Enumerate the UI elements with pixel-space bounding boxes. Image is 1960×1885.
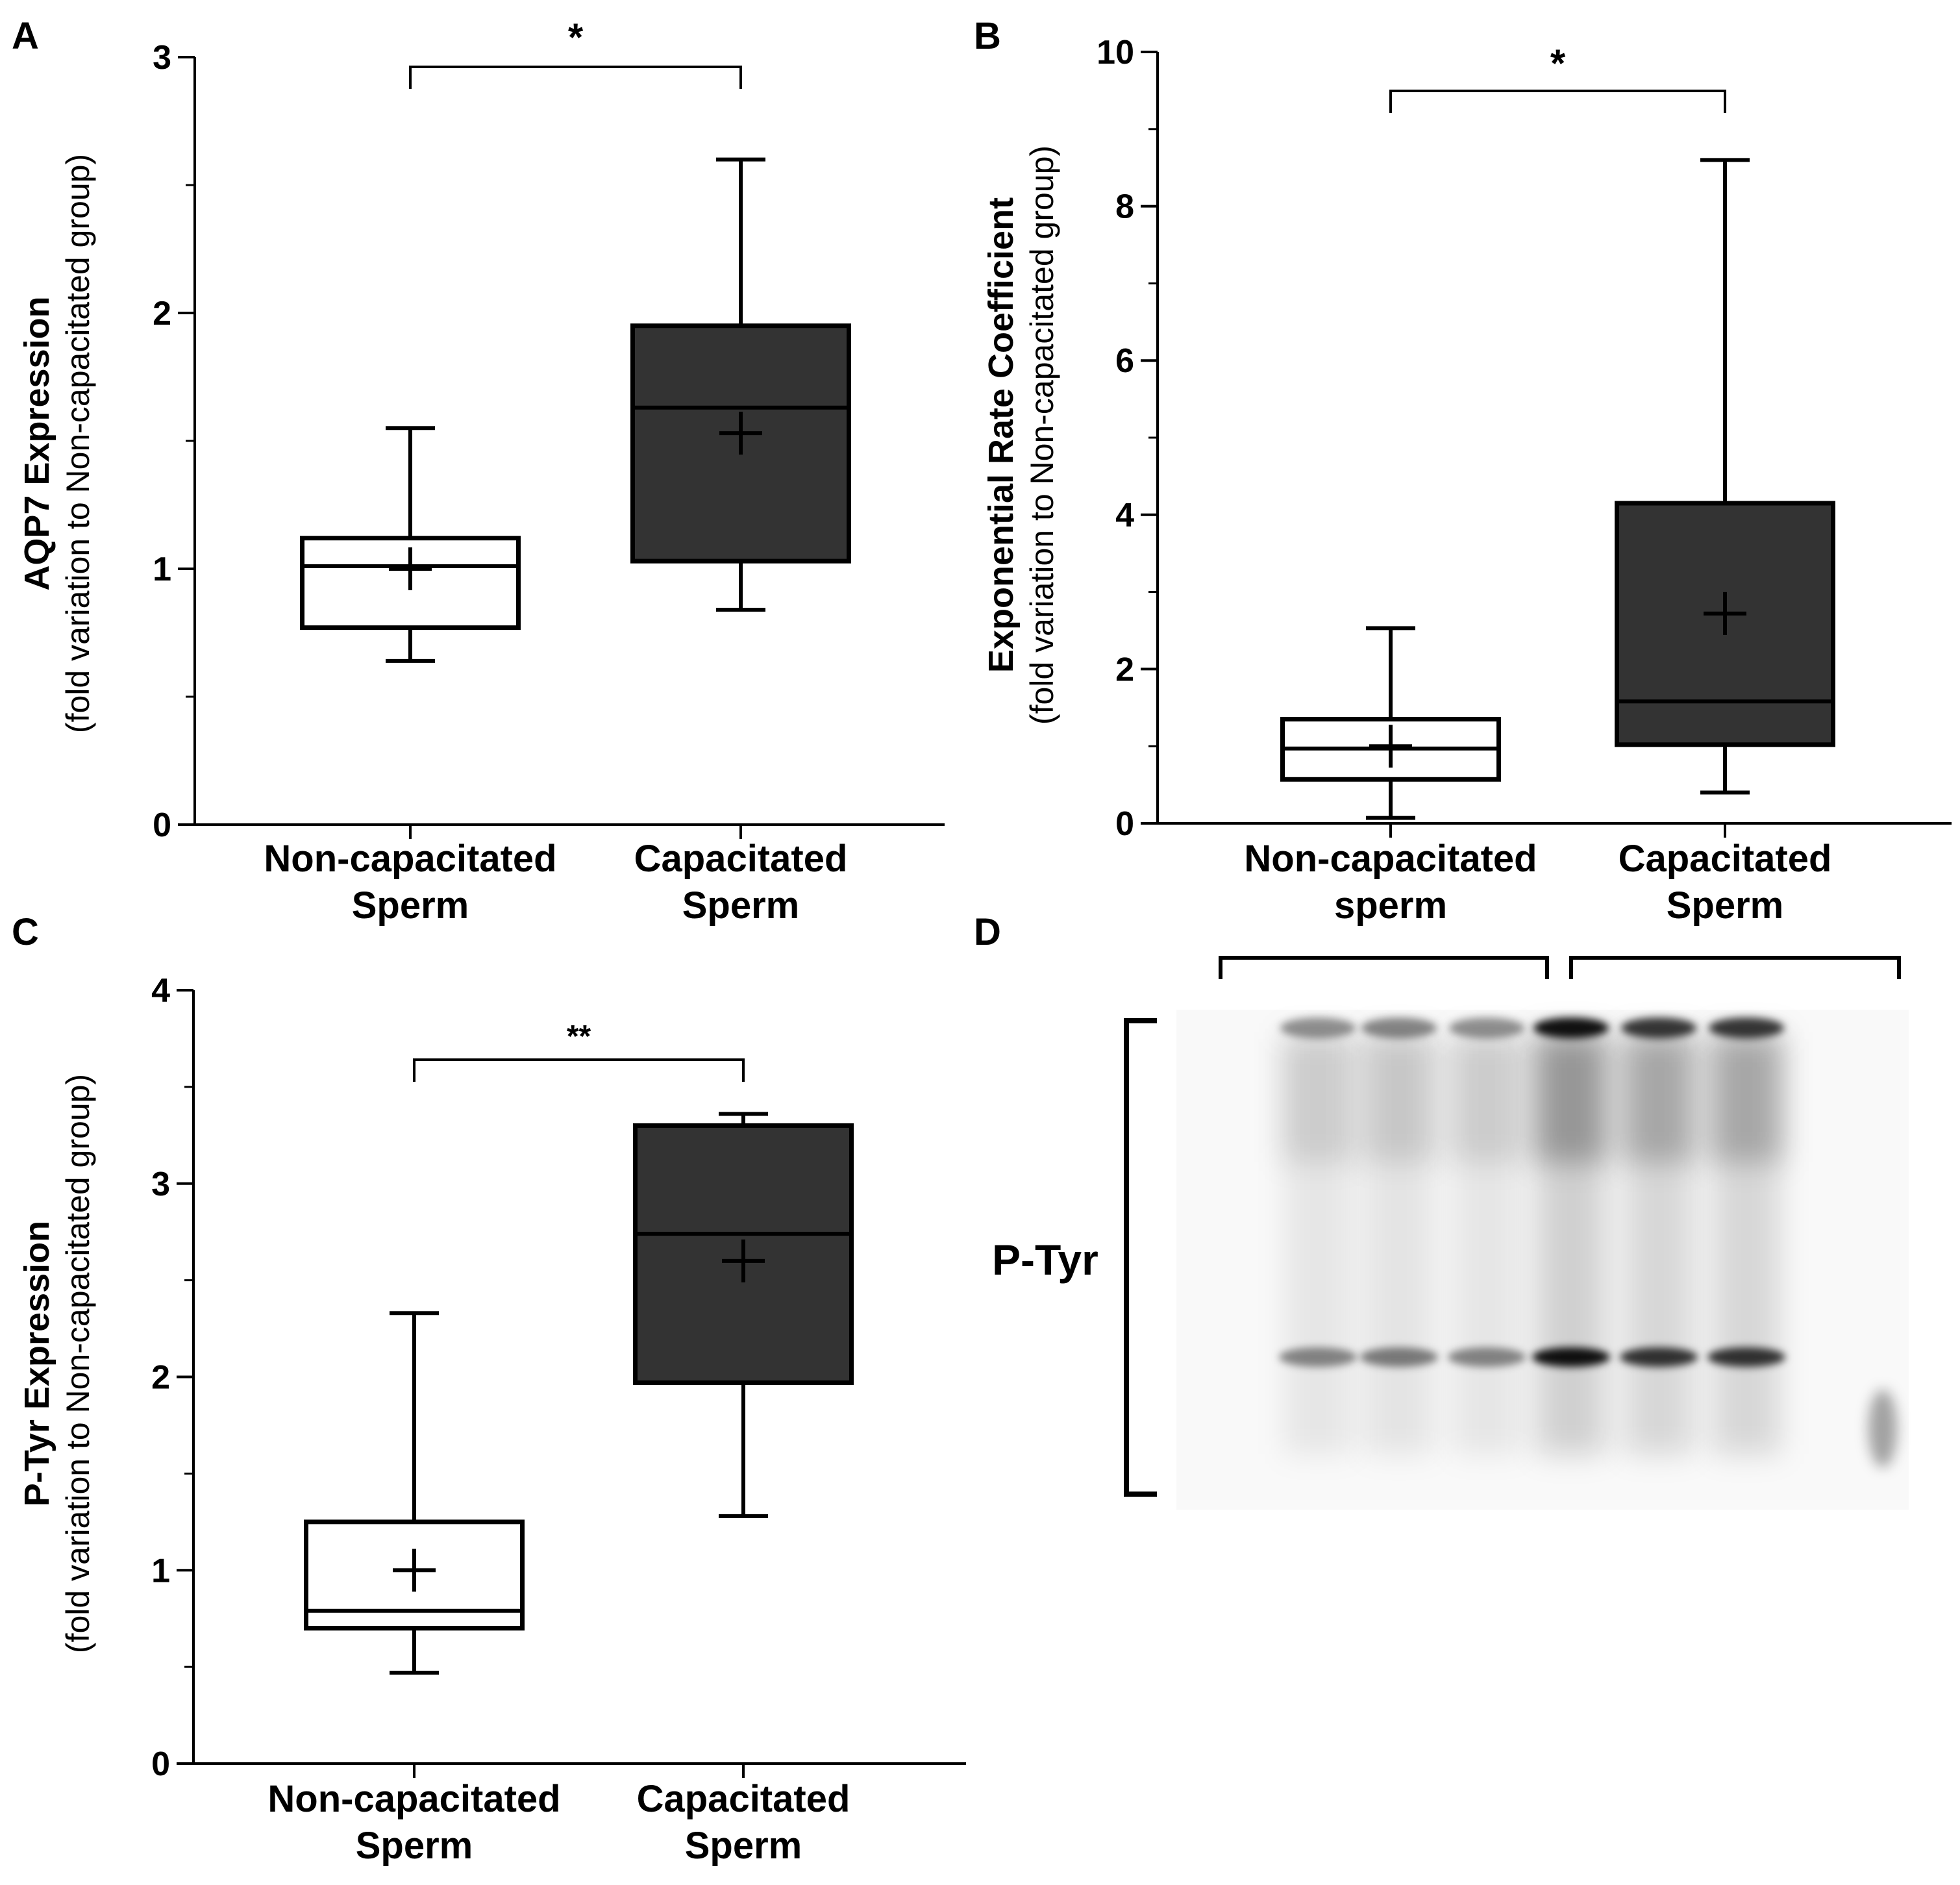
chart-b-ylabel-sub: (fold variation to Non-capacitated group… — [1024, 145, 1060, 725]
blot-lane-top-band — [1449, 1017, 1524, 1038]
chart-a-ylabel-main: AQP7 Expression — [18, 296, 56, 590]
chart-c-xlabel-2a: Capacitated — [637, 1778, 850, 1820]
chart-c-xlabel-1b: Sperm — [356, 1825, 473, 1867]
chart-c: P-Tyr Expression (fold variation to Non-… — [18, 972, 966, 1867]
panel-label-a: A — [12, 15, 39, 57]
chart-b-tick-label: 6 — [1115, 342, 1134, 380]
chart-b-significance-bracket — [1389, 90, 1726, 113]
blot-label: P-Tyr — [992, 1236, 1098, 1284]
chart-b-ylabel: Exponential Rate Coefficient (fold varia… — [982, 145, 1060, 725]
chart-c-tick-label: 4 — [151, 972, 170, 1010]
blot-lane-main-band — [1279, 1347, 1357, 1367]
chart-a-tick-label: 3 — [153, 39, 171, 77]
chart-a-xlabel-1a: Non-capacitated — [264, 838, 556, 880]
chart-c-ylabel-sub: (fold variation to Non-capacitated group… — [60, 1074, 96, 1653]
blot-side-bracket — [1124, 1018, 1157, 1497]
blot-lane-top-band — [1533, 1017, 1609, 1038]
chart-b-tick-label: 2 — [1115, 651, 1134, 688]
blot-lane-upper — [1450, 1032, 1523, 1162]
panel-label-c: C — [12, 911, 39, 953]
chart-b-tick-label: 4 — [1115, 497, 1134, 534]
blot-lane-upper — [1282, 1032, 1354, 1162]
chart-b-tick-label: 10 — [1097, 34, 1134, 71]
blot-lane-main-band — [1448, 1347, 1526, 1367]
chart-c-xlabel-2b: Sperm — [685, 1825, 802, 1867]
chart-a-tick-label: 0 — [153, 806, 171, 844]
chart-a-xlabel-2b: Sperm — [682, 884, 800, 927]
chart-c-significance-bracket — [413, 1058, 745, 1082]
blot-lane-upper — [1622, 1032, 1695, 1162]
chart-a-ylabel: AQP7 Expression (fold variation to Non-c… — [18, 154, 96, 733]
chart-b-significance-label: * — [1550, 42, 1566, 85]
chart-c-tick-label: 0 — [151, 1745, 170, 1783]
chart-c-significance-label: ** — [567, 1019, 591, 1054]
chart-c-xlabel-1a: Non-capacitated — [267, 1778, 560, 1820]
chart-b-xlabel-2b: Sperm — [1667, 884, 1784, 927]
western-blot: P-Tyr — [992, 956, 1909, 1510]
chart-c-tick-label: 2 — [151, 1359, 170, 1397]
chart-c-plot: 0 1 2 3 4 ** — [151, 972, 966, 1783]
chart-a: AQP7 Expression (fold variation to Non-c… — [18, 16, 945, 927]
chart-a-box — [630, 323, 851, 564]
blot-lane-top-band — [1621, 1017, 1696, 1038]
blot-lane-main-band — [1360, 1347, 1438, 1367]
chart-a-tick-label: 2 — [153, 295, 171, 332]
chart-b: Exponential Rate Coefficient (fold varia… — [982, 34, 1952, 927]
chart-b-xlabel-1b: sperm — [1334, 884, 1447, 927]
blot-group-bracket-1 — [1219, 956, 1549, 979]
panel-label-b: B — [974, 15, 1001, 57]
chart-a-ylabel-sub: (fold variation to Non-capacitated group… — [60, 154, 96, 733]
panel-label-d: D — [974, 911, 1001, 953]
chart-a-significance-label: * — [568, 16, 584, 59]
chart-a-xlabel-2a: Capacitated — [634, 838, 848, 880]
blot-lane-upper — [1535, 1032, 1607, 1162]
chart-b-plot: 0 2 4 6 8 10 * — [1097, 34, 1952, 843]
blot-lane-top-band — [1361, 1017, 1437, 1038]
blot-artifact — [1868, 1390, 1897, 1467]
chart-c-tick-label: 1 — [151, 1552, 170, 1590]
chart-a-xlabel-1b: Sperm — [352, 884, 469, 927]
blot-lane-main-band — [1532, 1347, 1610, 1367]
blot-lane-upper — [1363, 1032, 1435, 1162]
chart-a-plot: 0 1 2 3 * — [153, 16, 945, 844]
chart-c-ylabel: P-Tyr Expression (fold variation to Non-… — [18, 1074, 96, 1653]
blot-lane-main-band — [1620, 1347, 1698, 1367]
chart-a-significance-bracket — [409, 66, 742, 89]
blot-lane-top-band — [1280, 1017, 1356, 1038]
chart-b-ylabel-main: Exponential Rate Coefficient — [982, 197, 1021, 673]
blot-lane-top-band — [1709, 1017, 1784, 1038]
chart-c-tick-label: 3 — [151, 1166, 170, 1203]
blot-group-bracket-2 — [1569, 956, 1901, 979]
chart-b-xlabel-1a: Non-capacitated — [1244, 838, 1537, 880]
blot-lane-main-band — [1707, 1347, 1785, 1367]
chart-b-tick-label: 8 — [1115, 188, 1134, 226]
chart-b-tick-label: 0 — [1115, 805, 1134, 843]
chart-b-xlabel-2a: Capacitated — [1619, 838, 1832, 880]
blot-lane-upper — [1710, 1032, 1783, 1162]
chart-a-tick-label: 1 — [153, 551, 171, 588]
blot-lanes — [1279, 1017, 1897, 1467]
chart-c-ylabel-main: P-Tyr Expression — [18, 1221, 56, 1506]
